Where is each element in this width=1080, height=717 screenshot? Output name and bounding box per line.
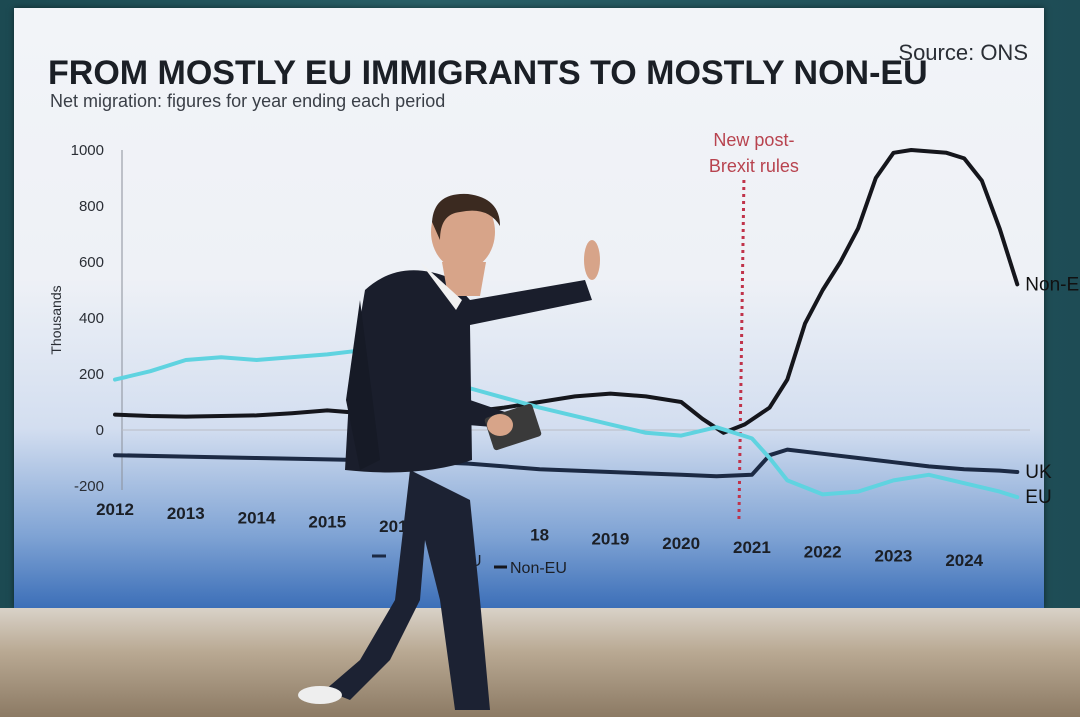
series-end-label: UK — [1025, 462, 1052, 483]
x-tick-label: 2021 — [733, 538, 771, 557]
x-tick-label: 2014 — [238, 508, 276, 527]
y-axis-label: Thousands — [48, 285, 64, 354]
x-tick-label: 2022 — [804, 542, 842, 561]
annotation-text: New post- — [713, 130, 794, 150]
y-tick-label: 200 — [79, 366, 104, 383]
chart-subtitle: Net migration: figures for year ending e… — [50, 91, 445, 111]
annotation-text: Brexit rules — [709, 156, 799, 176]
series-end-label: Non-EU — [1025, 274, 1080, 295]
y-tick-label: 800 — [79, 198, 104, 215]
x-tick-label: 18 — [530, 525, 549, 544]
y-tick-label: 1000 — [71, 142, 104, 159]
studio-floor — [0, 608, 1080, 717]
y-axis: 1000 800 600 400 200 0 -200 — [71, 142, 1030, 495]
series-line-eu — [113, 344, 1020, 500]
x-tick-label: 2020 — [662, 534, 700, 553]
x-tick-label: 2023 — [875, 547, 913, 566]
series-end-label: EU — [1025, 487, 1051, 508]
y-tick-label: -200 — [74, 478, 104, 495]
annotation-line — [737, 179, 746, 521]
series-line-uk — [113, 447, 1020, 479]
chart-source: Source: ONS — [898, 40, 1028, 65]
series-line-non-eu — [113, 148, 1020, 435]
x-tick-label: 2024 — [945, 551, 983, 570]
x-tick-label: 2013 — [167, 504, 205, 523]
presenter-figure — [298, 193, 600, 710]
annotation: New post- Brexit rules — [709, 130, 799, 521]
y-tick-label: 0 — [96, 422, 104, 439]
x-axis: 2012 2013 2014 2015 2016 18 2019 2020 2021 2022 20… — [96, 500, 984, 570]
x-tick-label: 2015 — [308, 513, 346, 532]
series-labels: Non-EU UK EU — [1025, 274, 1080, 508]
legend-entry: Non-EU — [510, 560, 567, 577]
y-tick-label: 400 — [79, 310, 104, 327]
series-lines — [113, 148, 1020, 500]
y-tick-label: 600 — [79, 254, 104, 271]
chart-title: FROM MOSTLY EU IMMIGRANTS TO MOSTLY NON-… — [48, 54, 928, 92]
x-tick-label: 2012 — [96, 500, 134, 519]
x-tick-label: 2019 — [591, 530, 629, 549]
